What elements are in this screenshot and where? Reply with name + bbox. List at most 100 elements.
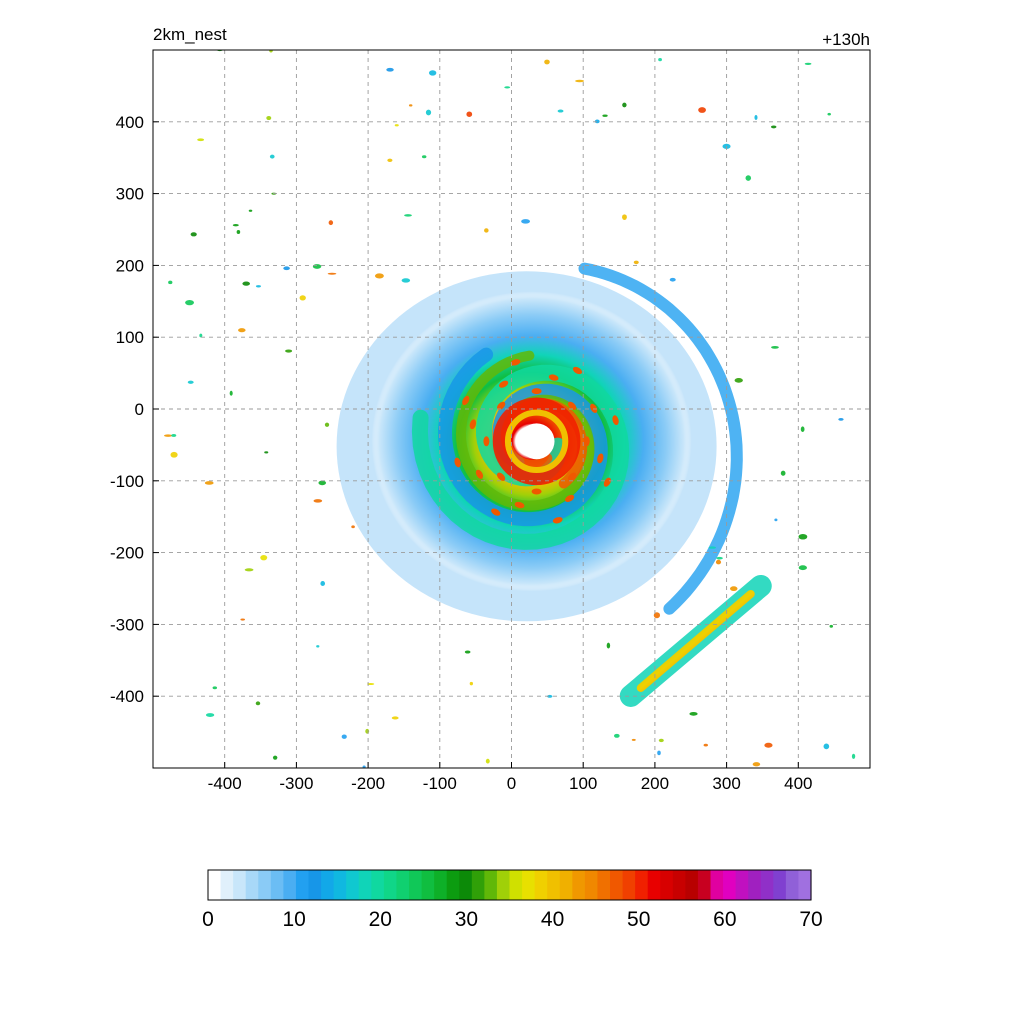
scattered-cell <box>800 426 805 433</box>
colorbar-swatch <box>735 870 749 900</box>
scattered-cell <box>734 378 743 383</box>
colorbar-swatch <box>635 870 649 900</box>
scattered-cell <box>283 266 290 271</box>
colorbar-swatch <box>584 870 599 900</box>
colorbar-swatch <box>283 870 297 900</box>
colorbar-swatch <box>785 870 800 900</box>
x-tick-label: 0 <box>507 774 516 793</box>
convective-cell <box>597 453 604 464</box>
scattered-cell <box>804 62 812 65</box>
scattered-cell <box>238 328 246 333</box>
scattered-cell <box>715 559 722 565</box>
y-axis: 400 300 200 100 0 -100 -200 -300 -400 <box>110 113 159 706</box>
colorbar-tick-label: 50 <box>627 908 650 931</box>
scattered-cell <box>631 738 636 741</box>
scattered-cell <box>351 525 355 529</box>
scattered-cell <box>299 295 306 301</box>
y-tick-label: -400 <box>110 687 144 706</box>
colorbar-swatch <box>597 870 611 900</box>
colorbar-swatch <box>572 870 586 900</box>
scattered-cell <box>464 650 471 654</box>
x-tick-label: -100 <box>423 774 457 793</box>
scattered-cell <box>622 214 627 220</box>
convective-cell <box>491 508 501 516</box>
convective-cell <box>531 488 542 495</box>
x-tick-label: -400 <box>208 774 242 793</box>
colorbar-swatch <box>333 870 347 900</box>
scattered-cell <box>168 280 173 285</box>
colorbar-swatch <box>773 870 787 900</box>
reflectivity-field <box>164 50 856 768</box>
convective-cell <box>603 477 611 487</box>
colorbar-tick-label: 0 <box>202 908 214 931</box>
scattered-cell <box>197 138 205 142</box>
scattered-cell <box>633 260 639 265</box>
colorbar-tick-label: 10 <box>282 908 305 931</box>
scattered-cell <box>212 686 218 690</box>
scattered-cell <box>575 79 585 83</box>
colorbar-swatch <box>233 870 247 900</box>
plot-area: -400 -300 -200 -100 0 100 200 300 400 400 300 200 1… <box>110 49 871 793</box>
scattered-cell <box>622 102 627 108</box>
scattered-cell <box>365 728 370 734</box>
scattered-cell <box>272 755 278 760</box>
scattered-cell <box>190 232 197 237</box>
scattered-cell <box>774 518 778 522</box>
colorbar-tick-label: 20 <box>369 908 392 931</box>
scattered-cell <box>187 380 194 384</box>
x-tick-label: 100 <box>569 774 597 793</box>
scattered-cell <box>484 228 489 233</box>
colorbar-swatch <box>522 870 536 900</box>
outer-rainband <box>578 262 743 615</box>
convective-cell <box>454 457 461 468</box>
colorbar-swatch <box>660 870 674 900</box>
y-tick-label: -300 <box>110 615 144 634</box>
scattered-cell <box>829 624 834 628</box>
scattered-cell <box>255 285 261 288</box>
colorbar-swatch <box>446 870 460 900</box>
colorbar-swatch <box>245 870 259 900</box>
colorbar-swatch <box>710 870 724 900</box>
convective-cell <box>475 469 484 479</box>
x-tick-label: 300 <box>712 774 740 793</box>
scattered-cell <box>771 346 779 349</box>
scattered-cell <box>312 264 322 269</box>
colorbar-tick-label: 60 <box>713 908 736 931</box>
scattered-cell <box>386 67 394 72</box>
scattered-cell <box>614 733 620 738</box>
colorbar-swatch <box>220 870 234 900</box>
colorbar-swatch <box>346 870 360 900</box>
scattered-cell <box>851 753 856 759</box>
scattered-cell <box>242 281 250 286</box>
scattered-cell <box>425 109 432 116</box>
colorbar-swatch <box>396 870 410 900</box>
colorbar-frame <box>207 869 812 901</box>
convective-cell <box>564 494 575 503</box>
scattered-cell <box>285 349 293 353</box>
scattered-cell <box>730 586 738 592</box>
colorbar-swatch <box>208 870 222 900</box>
colorbar-swatch <box>509 870 523 900</box>
x-tick-label: 200 <box>641 774 669 793</box>
scattered-cell <box>485 758 490 764</box>
colorbar-swatch <box>471 870 485 900</box>
convective-cell <box>483 436 490 447</box>
scattered-cell <box>313 499 323 503</box>
y-tick-label: -100 <box>110 472 144 491</box>
scattered-cell <box>324 422 330 427</box>
scattered-cell <box>754 114 758 120</box>
convective-cell <box>514 501 525 509</box>
scattered-cell <box>606 642 611 649</box>
eyewall-inner <box>504 409 569 473</box>
colorbar-swatches <box>208 870 812 900</box>
scattered-cell <box>703 743 708 747</box>
scattered-cell <box>770 125 777 129</box>
colorbar-swatch <box>321 870 335 900</box>
colorbar-swatch <box>371 870 385 900</box>
scattered-cell <box>320 580 326 587</box>
scattered-cell <box>764 742 773 748</box>
colorbar-swatch <box>622 870 636 900</box>
scattered-cell <box>404 214 412 217</box>
eyewall <box>492 397 581 486</box>
eye <box>518 423 555 460</box>
